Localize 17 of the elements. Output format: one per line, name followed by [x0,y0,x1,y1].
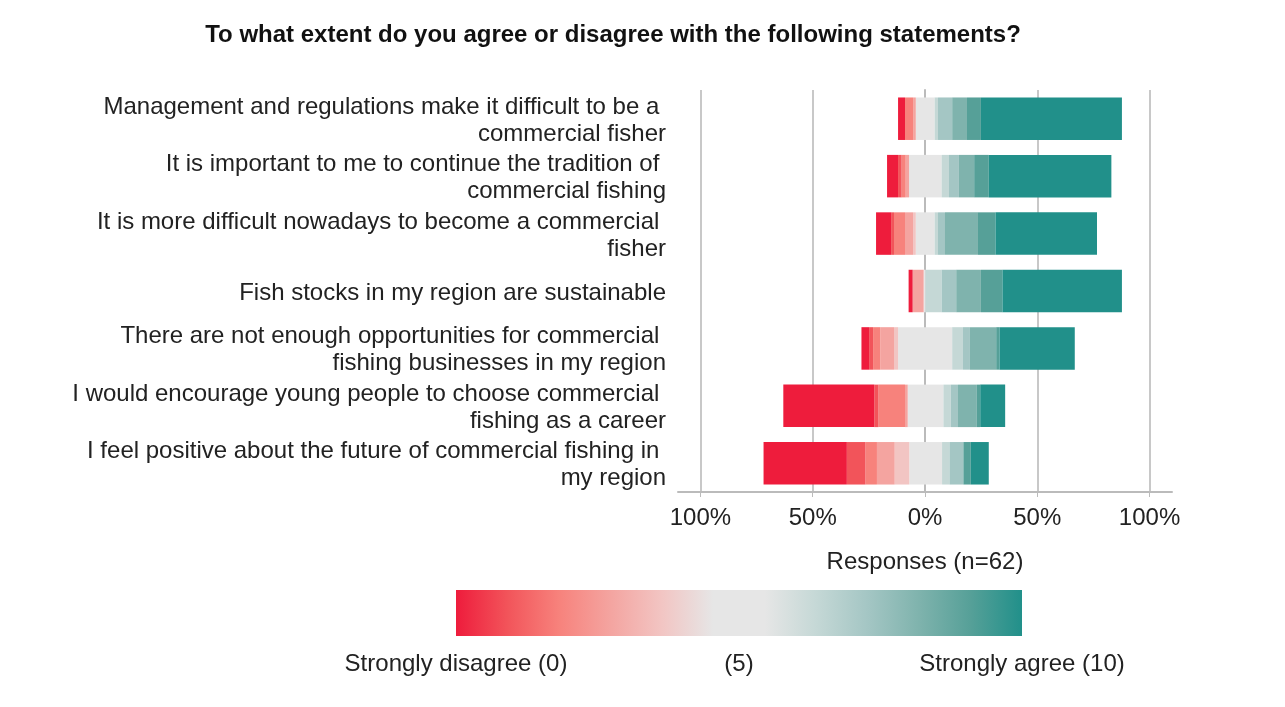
y-tick-label: It is more difficult nowadays to become a commercial fisher [96,206,667,261]
y-tick-label: I would encourage young people to choose commercial fishing as a career [72,378,666,433]
y-tick-label: Management and regulations make it difficult to be a commercial fisher [103,91,666,146]
x-tick-label: 100% [1118,502,1181,530]
y-tick-label: I feel positive about the future of commercial fishing in my region [87,436,666,491]
x-tick-label: 50% [1013,502,1062,530]
x-axis-title: Responses (n=62) [826,546,1024,574]
color-bar-label: Strongly disagree (0) [344,648,568,676]
y-tick-label: Fish stocks in my region are sustainable [239,277,666,305]
chart-title: To what extent do you agree or disagree with the following statements? [205,19,1021,47]
x-tick-label: 50% [788,502,837,530]
y-tick-label: It is important to me to continue the tradition of commercial fishing [165,149,666,204]
color-bar-label: (5) [724,648,754,676]
color-bar-label: Strongly agree (10) [919,648,1125,676]
y-tick-label: There are not enough opportunities for commercial fishing businesses in my region [120,321,666,376]
x-tick-label: 100% [669,502,732,530]
x-tick-label: 0% [907,502,943,530]
